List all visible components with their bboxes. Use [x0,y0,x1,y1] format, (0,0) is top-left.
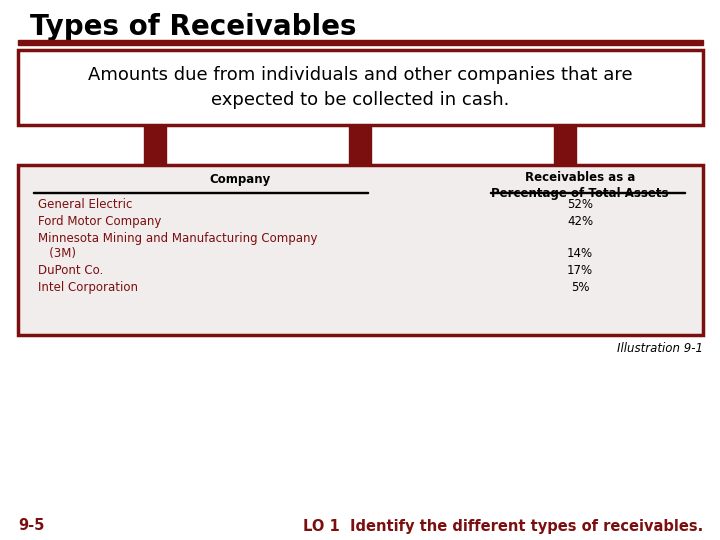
Bar [144,125,166,165]
Text: Intel Corporation: Intel Corporation [38,281,138,294]
Text: (3M): (3M) [38,247,76,260]
Text: 9-5: 9-5 [18,518,45,534]
Text: 5%: 5% [571,281,589,294]
Text: Types of Receivables: Types of Receivables [30,13,356,41]
Bar [18,40,703,45]
FancyBboxPatch shape [18,50,703,125]
Text: 52%: 52% [567,198,593,211]
Bar [490,192,685,193]
Bar [349,125,371,165]
Bar [33,192,368,193]
Text: 14%: 14% [567,247,593,260]
Text: LO 1  Identify the different types of receivables.: LO 1 Identify the different types of rec… [302,518,703,534]
Text: Minnesota Mining and Manufacturing Company: Minnesota Mining and Manufacturing Compa… [38,232,318,245]
Text: Company: Company [210,173,271,186]
Text: 17%: 17% [567,264,593,277]
Text: Ford Motor Company: Ford Motor Company [38,215,161,228]
Text: Receivables as a
Percentage of Total Assets: Receivables as a Percentage of Total Ass… [491,171,669,200]
FancyBboxPatch shape [18,165,703,335]
Text: General Electric: General Electric [38,198,132,211]
Text: 42%: 42% [567,215,593,228]
Text: Amounts due from individuals and other companies that are
expected to be collect: Amounts due from individuals and other c… [88,66,632,109]
Text: DuPont Co.: DuPont Co. [38,264,103,277]
Bar [554,125,576,165]
Text: Illustration 9-1: Illustration 9-1 [617,342,703,355]
